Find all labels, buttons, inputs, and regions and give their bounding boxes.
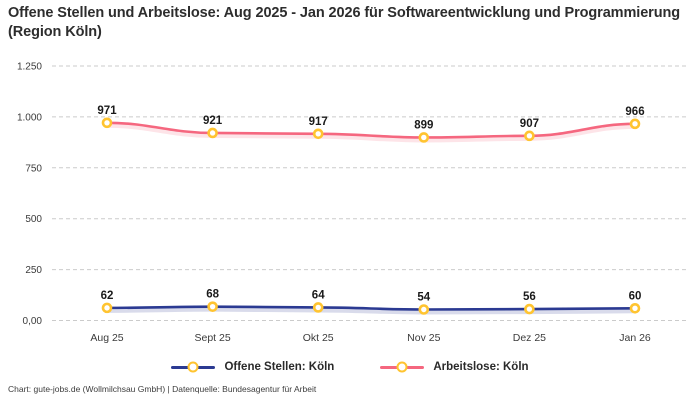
legend-item-offene-stellen[interactable]: Offene Stellen: Köln <box>171 361 334 373</box>
data-point-marker[interactable] <box>418 132 430 143</box>
data-point-marker[interactable] <box>101 302 113 314</box>
y-tick-label: 1.000 <box>17 112 42 123</box>
y-tick-label: 500 <box>25 214 42 225</box>
series-line-shadow <box>104 306 638 315</box>
data-point-marker[interactable] <box>524 130 535 142</box>
legend-line-swatch <box>380 361 425 373</box>
data-point-marker[interactable] <box>312 128 324 140</box>
y-tick-label: 750 <box>25 163 42 174</box>
data-label: 899 <box>414 119 433 131</box>
x-tick-label: Nov 25 <box>407 332 440 344</box>
legend-label: Offene Stellen: Köln <box>224 361 335 373</box>
data-label: 54 <box>417 292 430 304</box>
legend-item-arbeitslose[interactable]: Arbeitslose: Köln <box>380 361 529 373</box>
data-label: 68 <box>206 289 219 301</box>
data-label: 907 <box>520 118 539 130</box>
data-point-marker[interactable] <box>207 301 218 312</box>
data-point-marker[interactable] <box>312 302 324 313</box>
data-label: 56 <box>523 291 536 303</box>
series-line <box>105 121 637 139</box>
data-label: 966 <box>625 106 644 118</box>
data-point-marker[interactable] <box>207 127 218 139</box>
data-label: 921 <box>203 115 223 127</box>
legend-line-swatch <box>171 361 216 373</box>
x-tick-label: Okt 25 <box>303 332 334 344</box>
data-point-marker[interactable] <box>524 303 535 315</box>
marker-ring-icon <box>187 361 199 373</box>
series-line <box>105 305 637 311</box>
x-tick-label: Dez 25 <box>513 332 546 344</box>
marker-ring-icon <box>396 361 408 373</box>
data-point-marker[interactable] <box>418 304 430 315</box>
y-tick-label: 250 <box>25 265 42 276</box>
x-tick-label: Aug 25 <box>90 332 123 344</box>
data-label: 971 <box>97 105 117 117</box>
data-label: 60 <box>629 290 642 302</box>
attribution-text: Chart: gute-jobs.de (Wollmilchsau GmbH) … <box>8 384 317 394</box>
legend-label: Arbeitslose: Köln <box>433 361 529 373</box>
x-tick-label: Sept 25 <box>194 332 230 344</box>
data-point-marker[interactable] <box>629 302 641 314</box>
data-point-marker[interactable] <box>629 118 641 130</box>
chart-legend: Offene Stellen: Köln Arbeitslose: Köln <box>0 361 700 373</box>
x-tick-label: Jan 26 <box>619 332 651 344</box>
y-tick-label: 1.250 <box>17 62 42 73</box>
y-tick-label: 0,00 <box>23 316 43 327</box>
data-label: 62 <box>101 290 114 302</box>
data-point-marker[interactable] <box>101 117 113 129</box>
data-label: 917 <box>309 116 328 128</box>
chart-title: Offene Stellen und Arbeitslose: Aug 2025… <box>8 5 680 40</box>
data-label: 64 <box>312 289 325 301</box>
series-line-shadow <box>104 122 638 143</box>
